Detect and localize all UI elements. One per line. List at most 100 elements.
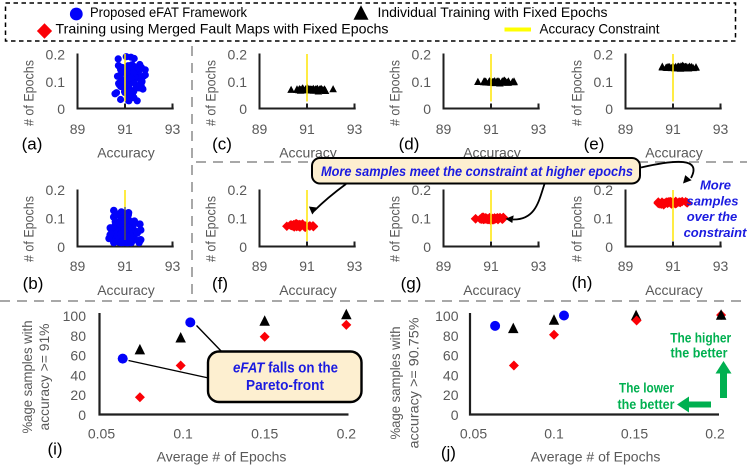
svg-text:More samples meet the constrai: More samples meet the constraint at high…	[321, 163, 633, 179]
svg-text:# of Epochs: # of Epochs	[569, 196, 585, 262]
svg-text:0.1: 0.1	[46, 74, 66, 90]
svg-text:the better: the better	[671, 346, 729, 361]
svg-text:89: 89	[252, 121, 268, 137]
svg-text:91: 91	[665, 258, 681, 274]
svg-text:93: 93	[347, 121, 363, 137]
svg-text:eFAT falls on the: eFAT falls on the	[233, 361, 338, 377]
svg-text:0.05: 0.05	[88, 426, 115, 442]
svg-text:Average # of Epochs: Average # of Epochs	[531, 449, 661, 465]
svg-text:91: 91	[299, 121, 315, 137]
svg-text:0.1: 0.1	[228, 74, 248, 90]
svg-text:0.2: 0.2	[46, 182, 66, 198]
svg-text:The higher: The higher	[670, 330, 732, 345]
svg-text:(b): (b)	[23, 274, 44, 293]
svg-text:0: 0	[57, 101, 65, 117]
svg-text:%age samples with: %age samples with	[387, 327, 403, 440]
svg-text:0: 0	[451, 407, 459, 423]
svg-text:93: 93	[165, 121, 181, 137]
svg-text:Pareto-front: Pareto-front	[246, 378, 324, 394]
svg-text:samples: samples	[686, 193, 738, 208]
svg-text:# of Epochs: # of Epochs	[203, 60, 219, 126]
svg-text:(c): (c)	[212, 135, 232, 154]
svg-text:(h): (h)	[572, 273, 593, 292]
svg-text:0.2: 0.2	[228, 47, 248, 63]
svg-text:60: 60	[443, 348, 459, 364]
svg-text:89: 89	[436, 121, 452, 137]
svg-text:0.1: 0.1	[594, 74, 614, 90]
svg-text:(i): (i)	[47, 440, 62, 459]
svg-text:93: 93	[347, 258, 363, 274]
svg-text:0.2: 0.2	[705, 426, 725, 442]
svg-text:100: 100	[63, 308, 87, 324]
svg-text:Accuracy: Accuracy	[645, 282, 703, 298]
svg-text:0: 0	[605, 101, 613, 117]
svg-text:the better: the better	[618, 397, 676, 412]
svg-text:0.1: 0.1	[544, 426, 564, 442]
svg-text:0.2: 0.2	[228, 182, 248, 198]
svg-text:Accuracy: Accuracy	[97, 145, 155, 161]
svg-text:93: 93	[531, 258, 547, 274]
svg-text:(e): (e)	[584, 135, 605, 154]
svg-text:Accuracy: Accuracy	[97, 282, 155, 298]
svg-text:40: 40	[443, 367, 459, 383]
svg-text:Accuracy Constraint: Accuracy Constraint	[540, 21, 660, 37]
svg-text:# of Epochs: # of Epochs	[387, 196, 403, 262]
svg-text:Accuracy: Accuracy	[279, 145, 337, 161]
svg-text:91: 91	[665, 121, 681, 137]
svg-text:89: 89	[436, 258, 452, 274]
svg-text:0.2: 0.2	[337, 426, 357, 442]
svg-text:0.15: 0.15	[621, 426, 648, 442]
svg-text:91: 91	[299, 258, 315, 274]
svg-text:Average # of Epochs: Average # of Epochs	[157, 449, 287, 465]
svg-text:Accuracy: Accuracy	[463, 145, 521, 161]
svg-text:0: 0	[423, 101, 431, 117]
svg-text:100: 100	[435, 308, 459, 324]
svg-text:0.1: 0.1	[173, 426, 193, 442]
svg-text:0.2: 0.2	[46, 47, 66, 63]
svg-text:20: 20	[443, 387, 459, 403]
svg-text:0.1: 0.1	[46, 211, 66, 227]
svg-text:0.1: 0.1	[228, 211, 248, 227]
svg-text:93: 93	[713, 258, 729, 274]
svg-text:89: 89	[70, 121, 86, 137]
svg-text:93: 93	[531, 121, 547, 137]
svg-text:0.1: 0.1	[594, 211, 614, 227]
svg-text:0: 0	[78, 407, 86, 423]
svg-text:91: 91	[117, 121, 133, 137]
svg-text:0.2: 0.2	[412, 182, 432, 198]
svg-text:91: 91	[117, 258, 133, 274]
svg-text:0.2: 0.2	[594, 47, 614, 63]
svg-text:0: 0	[423, 239, 431, 255]
svg-text:Individual Training with Fixed: Individual Training with Fixed Epochs	[378, 4, 608, 20]
svg-text:40: 40	[70, 367, 86, 383]
svg-text:0.05: 0.05	[460, 426, 487, 442]
svg-text:91: 91	[483, 121, 499, 137]
svg-text:93: 93	[165, 258, 181, 274]
svg-text:89: 89	[618, 121, 634, 137]
svg-text:Accuracy: Accuracy	[463, 282, 521, 298]
svg-text:89: 89	[618, 258, 634, 274]
svg-text:80: 80	[70, 328, 86, 344]
svg-text:89: 89	[70, 258, 86, 274]
svg-text:(d): (d)	[399, 135, 420, 154]
svg-text:0: 0	[57, 239, 65, 255]
svg-text:20: 20	[70, 387, 86, 403]
svg-text:constraint: constraint	[684, 225, 747, 240]
svg-text:0.15: 0.15	[251, 426, 278, 442]
svg-text:The lower: The lower	[619, 381, 675, 396]
svg-text:89: 89	[252, 258, 268, 274]
svg-text:# of Epochs: # of Epochs	[569, 60, 585, 126]
svg-text:0.1: 0.1	[412, 74, 432, 90]
svg-text:# of Epochs: # of Epochs	[21, 196, 37, 262]
svg-text:Accuracy: Accuracy	[645, 145, 703, 161]
svg-text:0: 0	[605, 239, 613, 255]
svg-text:0: 0	[239, 239, 247, 255]
svg-text:Proposed eFAT Framework: Proposed eFAT Framework	[90, 4, 248, 20]
svg-text:%age samples with: %age samples with	[19, 321, 35, 434]
svg-text:# of Epochs: # of Epochs	[387, 60, 403, 126]
svg-text:60: 60	[70, 348, 86, 364]
svg-text:Training using Merged Fault Ma: Training using Merged Fault Maps with Fi…	[56, 21, 389, 37]
svg-text:More: More	[700, 178, 731, 193]
svg-text:(f): (f)	[212, 274, 228, 293]
svg-text:0.2: 0.2	[412, 47, 432, 63]
